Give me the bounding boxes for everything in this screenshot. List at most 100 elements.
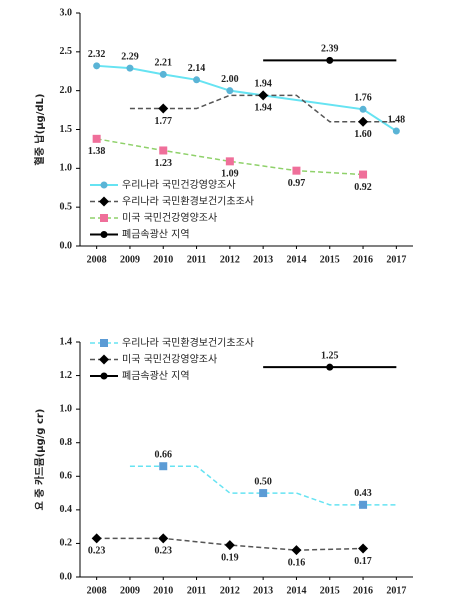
- data-label: 1.77: [155, 116, 173, 127]
- marker: [99, 196, 109, 207]
- x-tick-label: 2008: [87, 254, 107, 265]
- legend-label: 폐금속광산 지역: [122, 229, 190, 241]
- x-tick-label: 2013: [253, 585, 273, 596]
- marker: [158, 533, 169, 544]
- legend-label: 우리나라 국민환경보건기초조사: [122, 336, 254, 349]
- y-tick-label: 3.0: [60, 7, 73, 18]
- marker: [159, 70, 167, 78]
- marker: [358, 543, 369, 554]
- y-tick-label: 2.5: [60, 46, 73, 57]
- y-tick-label: 1.5: [60, 124, 73, 135]
- data-label: 1.94: [254, 103, 272, 114]
- data-label: 0.92: [354, 182, 372, 193]
- x-tick-label: 2009: [120, 585, 140, 596]
- y-axis-title: 혈중 납(μg/dL): [33, 94, 46, 166]
- data-label: 0.16: [288, 557, 306, 568]
- data-label: 0.23: [88, 546, 106, 557]
- marker: [359, 500, 368, 509]
- x-tick-label: 2015: [320, 585, 340, 596]
- data-label: 0.50: [254, 476, 272, 487]
- y-tick-label: 0.8: [60, 437, 73, 448]
- marker: [93, 62, 101, 70]
- marker: [100, 214, 108, 222]
- data-label: 1.48: [388, 114, 406, 125]
- marker: [226, 87, 234, 95]
- marker: [225, 157, 234, 166]
- y-tick-label: 1.2: [60, 370, 73, 381]
- marker: [326, 56, 334, 64]
- marker: [158, 103, 169, 114]
- data-label: 0.66: [155, 450, 173, 461]
- x-tick-label: 2016: [353, 254, 373, 265]
- y-tick-label: 1.0: [60, 403, 73, 414]
- marker: [291, 545, 302, 556]
- x-tick-label: 2008: [87, 585, 107, 596]
- marker: [358, 116, 369, 127]
- marker: [258, 90, 269, 101]
- marker: [100, 372, 108, 380]
- series-line: [96, 537, 364, 551]
- marker: [159, 146, 168, 155]
- marker: [126, 64, 134, 72]
- x-tick-label: 2017: [386, 585, 406, 596]
- marker: [159, 462, 168, 471]
- x-tick-label: 2014: [286, 254, 306, 265]
- marker: [91, 533, 102, 544]
- marker: [359, 105, 367, 113]
- x-tick-label: 2012: [220, 585, 240, 596]
- data-label: 1.94: [254, 79, 272, 90]
- marker: [92, 134, 101, 143]
- legend-label: 우리나라 국민환경보건기초조사: [122, 195, 254, 208]
- x-tick-label: 2016: [353, 585, 373, 596]
- x-tick-label: 2014: [286, 585, 306, 596]
- y-tick-label: 0.0: [60, 240, 73, 251]
- marker: [292, 166, 301, 175]
- data-label: 2.21: [155, 58, 173, 69]
- data-label: 1.60: [354, 129, 372, 140]
- marker: [100, 181, 108, 189]
- data-label: 0.97: [288, 178, 306, 189]
- marker: [100, 231, 108, 238]
- data-label: 1.25: [321, 350, 339, 361]
- series-line: [129, 94, 397, 123]
- x-tick-label: 2010: [153, 254, 173, 265]
- marker: [392, 127, 400, 135]
- legend-label: 미국 국민건강영양조사: [122, 212, 217, 224]
- x-tick-label: 2017: [386, 254, 406, 265]
- legend-label: 폐금속광산 지역: [122, 370, 190, 382]
- marker: [193, 76, 201, 84]
- series-line: [96, 138, 364, 176]
- data-label: 0.19: [221, 552, 239, 563]
- x-tick-label: 2015: [320, 254, 340, 265]
- data-label: 0.43: [354, 488, 372, 499]
- x-tick-label: 2013: [253, 254, 273, 265]
- data-label: 1.76: [354, 93, 372, 104]
- y-tick-label: 0.0: [60, 571, 73, 582]
- series-line: [96, 64, 397, 132]
- x-tick-label: 2010: [153, 585, 173, 596]
- marker: [326, 363, 334, 371]
- legend-label: 우리나라 국민건강영양조사: [122, 179, 236, 191]
- x-tick-label: 2011: [187, 585, 206, 596]
- x-tick-label: 2012: [220, 254, 240, 265]
- data-label: 2.00: [221, 74, 239, 85]
- series-line: [129, 465, 397, 506]
- marker: [224, 540, 235, 551]
- x-tick-label: 2011: [187, 254, 206, 265]
- data-label: 1.38: [88, 146, 106, 157]
- y-tick-label: 0.2: [60, 538, 73, 549]
- data-label: 1.23: [155, 158, 173, 169]
- data-label: 2.14: [188, 63, 206, 74]
- y-tick-label: 1.0: [60, 163, 73, 174]
- marker: [259, 489, 268, 498]
- data-label: 0.23: [155, 546, 173, 557]
- data-label: 2.39: [321, 44, 339, 55]
- y-tick-label: 2.0: [60, 85, 73, 96]
- marker: [99, 354, 109, 365]
- legend-label: 미국 국민건강영양조사: [122, 354, 217, 366]
- x-tick-label: 2009: [120, 254, 140, 265]
- y-tick-label: 0.6: [60, 471, 73, 482]
- y-tick-label: 0.5: [60, 201, 73, 212]
- marker: [359, 170, 368, 179]
